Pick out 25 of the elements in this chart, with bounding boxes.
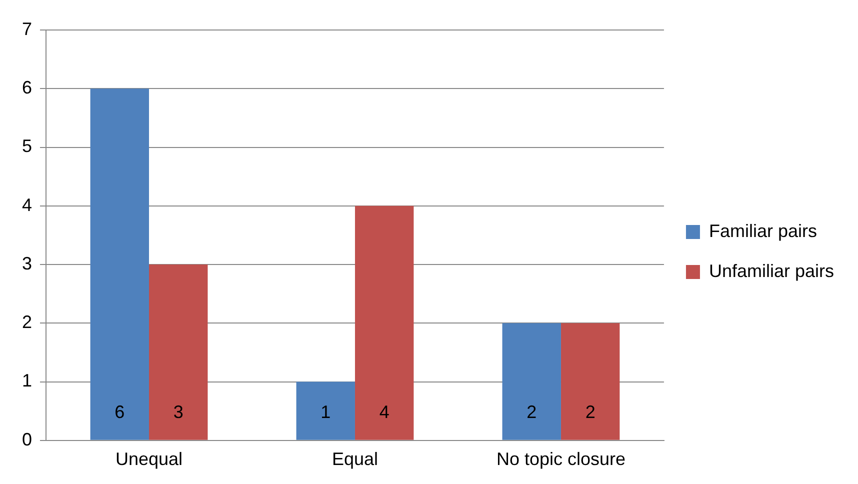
y-tick-label: 0: [22, 429, 32, 450]
bar: [502, 323, 561, 440]
x-tick-label: No topic closure: [496, 449, 626, 470]
x-tick-label: Unequal: [115, 449, 183, 470]
bar: [296, 382, 355, 440]
y-tick-label: 7: [22, 18, 32, 39]
x-tick-label: Equal: [332, 449, 378, 470]
data-label: 2: [526, 402, 537, 422]
legend-label: Unfamiliar pairs: [708, 260, 834, 281]
bar: [560, 323, 620, 440]
data-label: 3: [173, 402, 184, 422]
data-label: 4: [379, 402, 390, 422]
y-tick-label: 1: [22, 370, 32, 391]
y-tick-label: 6: [22, 78, 32, 98]
data-label: 6: [114, 402, 125, 422]
y-tick-label: 2: [22, 312, 32, 332]
bar: [90, 88, 150, 440]
bar: [149, 264, 208, 440]
y-tick-label: 3: [22, 253, 32, 274]
data-label: 1: [320, 402, 331, 422]
legend-label: Familiar pairs: [708, 220, 817, 241]
bar: [354, 206, 414, 440]
y-tick-label: 4: [22, 194, 32, 215]
data-label: 2: [585, 402, 596, 422]
y-tick-label: 5: [22, 136, 32, 156]
